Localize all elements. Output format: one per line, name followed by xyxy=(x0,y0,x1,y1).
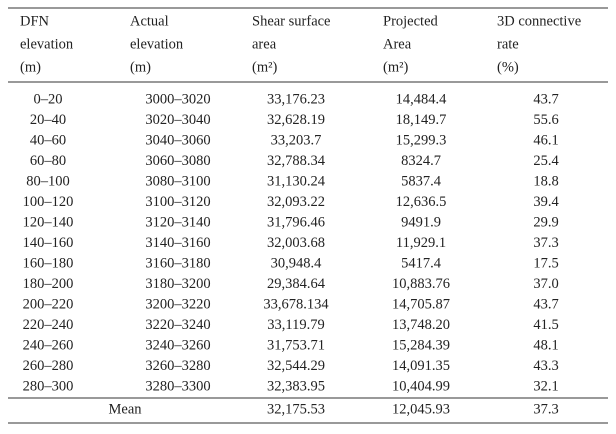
cell: 55.6 xyxy=(533,112,558,128)
cell: 29,384.64 xyxy=(267,276,326,292)
cell: 120–140 xyxy=(23,214,74,230)
header-text: (m²) xyxy=(383,59,408,75)
header-text: elevation xyxy=(130,36,184,52)
mean-cell: 32,175.53 xyxy=(267,401,325,417)
cell: 3100–3120 xyxy=(145,194,210,210)
cell: 200–220 xyxy=(23,296,74,312)
cell: 3140–3160 xyxy=(145,235,210,251)
cell: 39.4 xyxy=(533,194,559,210)
header-text: rate xyxy=(497,36,519,52)
cell: 37.3 xyxy=(533,235,558,251)
cell: 12,636.5 xyxy=(396,194,447,210)
cell: 15,284.39 xyxy=(392,337,450,353)
cell: 160–180 xyxy=(23,255,74,271)
cell: 3040–3060 xyxy=(145,132,210,148)
cell: 3220–3240 xyxy=(145,317,210,333)
cell: 43.3 xyxy=(533,358,558,374)
cell: 3020–3040 xyxy=(145,112,210,128)
cell: 48.1 xyxy=(533,337,558,353)
cell: 10,883.76 xyxy=(392,276,450,292)
cell: 31,753.71 xyxy=(267,337,325,353)
cell: 43.7 xyxy=(533,91,558,107)
cell: 3080–3100 xyxy=(145,173,210,189)
cell: 43.7 xyxy=(533,296,558,312)
cell: 3180–3200 xyxy=(145,276,210,292)
cell: 18.8 xyxy=(533,173,558,189)
header-text: Actual xyxy=(130,13,169,29)
cell: 140–160 xyxy=(23,235,74,251)
cell: 13,748.20 xyxy=(392,317,450,333)
cell: 32,628.19 xyxy=(267,112,325,128)
header-text: (%) xyxy=(497,59,519,75)
cell: 10,404.99 xyxy=(392,378,450,394)
cell: 32,093.22 xyxy=(267,194,325,210)
cell: 240–260 xyxy=(23,337,74,353)
cell: 60–80 xyxy=(30,153,66,169)
cell: 3000–3020 xyxy=(145,91,210,107)
header-text: Projected xyxy=(383,13,439,29)
cell: 11,929.1 xyxy=(396,235,446,251)
cell: 14,484.4 xyxy=(396,91,448,107)
cell: 180–200 xyxy=(23,276,74,292)
cell: 3260–3280 xyxy=(145,358,210,374)
header-text: (m) xyxy=(20,59,41,75)
cell: 3160–3180 xyxy=(145,255,210,271)
mean-label: Mean xyxy=(108,401,142,417)
cell: 32.1 xyxy=(533,378,558,394)
mean-cell: 37.3 xyxy=(533,401,558,417)
cell: 17.5 xyxy=(533,255,558,271)
cell: 280–300 xyxy=(23,378,74,394)
header-text: Area xyxy=(383,36,412,52)
cell: 3200–3220 xyxy=(145,296,210,312)
cell: 25.4 xyxy=(533,153,559,169)
cell: 220–240 xyxy=(23,317,74,333)
cell: 8324.7 xyxy=(401,153,441,169)
cell: 18,149.7 xyxy=(396,112,447,128)
header-text: area xyxy=(252,36,277,52)
cell: 33,176.23 xyxy=(267,91,325,107)
cell: 31,130.24 xyxy=(267,173,326,189)
header-text: (m²) xyxy=(252,59,277,75)
cell: 14,705.87 xyxy=(392,296,450,312)
cell: 3060–3080 xyxy=(145,153,210,169)
cell: 37.0 xyxy=(533,276,558,292)
cell: 33,119.79 xyxy=(267,317,324,333)
cell: 9491.9 xyxy=(401,214,441,230)
cell: 40–60 xyxy=(30,132,66,148)
cell: 32,383.95 xyxy=(267,378,325,394)
cell: 15,299.3 xyxy=(396,132,447,148)
cell: 41.5 xyxy=(533,317,558,333)
cell: 100–120 xyxy=(23,194,74,210)
header-text: (m) xyxy=(130,59,151,75)
cell: 32,788.34 xyxy=(267,153,326,169)
header-text: Shear surface xyxy=(252,13,331,29)
cell: 46.1 xyxy=(533,132,558,148)
cell: 32,544.29 xyxy=(267,358,325,374)
cell: 32,003.68 xyxy=(267,235,325,251)
cell: 260–280 xyxy=(23,358,74,374)
cell: 5837.4 xyxy=(401,173,442,189)
cell: 29.9 xyxy=(533,214,558,230)
header-text: DFN xyxy=(20,13,50,29)
header-text: elevation xyxy=(20,36,74,52)
cell: 30,948.4 xyxy=(271,255,323,271)
cell: 3280–3300 xyxy=(145,378,210,394)
cell: 80–100 xyxy=(26,173,70,189)
cell: 20–40 xyxy=(30,112,66,128)
header-text: 3D connective xyxy=(497,13,581,29)
cell: 14,091.35 xyxy=(392,358,450,374)
cell: 0–20 xyxy=(34,91,63,107)
cell: 33,203.7 xyxy=(271,132,322,148)
cell: 31,796.46 xyxy=(267,214,325,230)
cell: 3120–3140 xyxy=(145,214,210,230)
mean-cell: 12,045.93 xyxy=(392,401,450,417)
cell: 3240–3260 xyxy=(145,337,210,353)
cell: 33,678.134 xyxy=(263,296,329,312)
cell: 5417.4 xyxy=(401,255,442,271)
